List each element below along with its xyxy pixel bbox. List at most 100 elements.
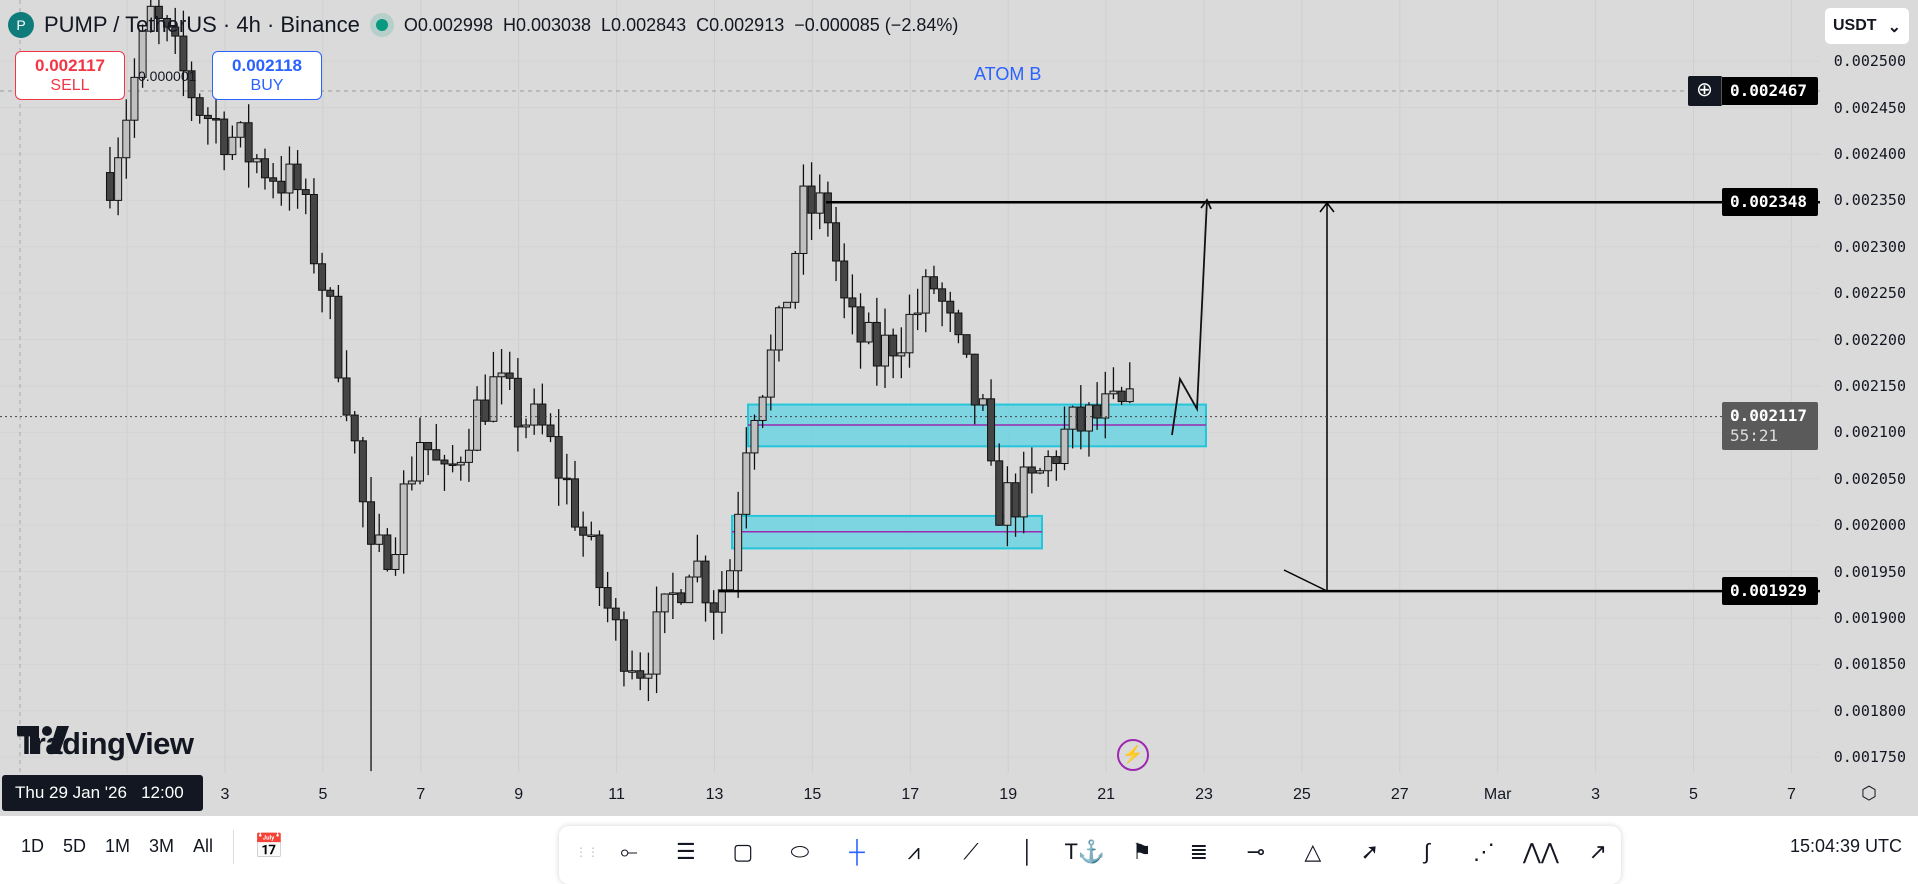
candle-down (1052, 456, 1061, 465)
candle-up (921, 276, 930, 314)
fib-extension-icon[interactable]: ⋰ (1472, 839, 1495, 864)
curve-icon[interactable]: ∫ (1423, 839, 1430, 864)
candle-down (171, 26, 180, 37)
flag-icon[interactable]: ⚑ (1132, 839, 1152, 864)
time-axis[interactable]: Thu 29 Jan '26 12:00 3 5 7 9 11 13 15 17 19 21 23 2… (0, 773, 1820, 816)
candle-up (587, 534, 596, 538)
ellipse-icon[interactable]: ⬭ (790, 839, 810, 864)
range-button-3m[interactable]: 3M (149, 836, 175, 856)
triangle-icon[interactable]: △ (1304, 839, 1322, 864)
candle-down (554, 436, 563, 479)
text-anchor-icon[interactable]: T⚓ (1064, 839, 1106, 864)
tradingview-watermark[interactable]: TradingView (17, 726, 194, 762)
chart-annotation-text[interactable]: ATOM B (974, 64, 1042, 84)
crosshair-time-label: Thu 29 Jan '26 12:00 (2, 775, 203, 811)
arrow-line-icon[interactable]: ➚ (1360, 839, 1380, 864)
candle-down (603, 587, 612, 609)
clock[interactable]: 15:04:39 UTC (1789, 836, 1902, 856)
go-to-date-icon[interactable]: 📅 (254, 833, 284, 860)
currency-select[interactable]: USDT ⌄ (1825, 8, 1909, 44)
price-tick-label: 0.002250 (1833, 284, 1906, 303)
time-tick-label: 21 (1097, 786, 1115, 803)
candle-down (709, 602, 718, 613)
range-button-5d[interactable]: 5D (63, 836, 87, 856)
candle-down (579, 526, 588, 536)
vertical-line-icon[interactable]: │ (1021, 839, 1035, 864)
symbol-title[interactable]: PUMP / TetherUS · 4h · Binance (44, 12, 360, 37)
rectangle-icon[interactable]: ▢ (732, 839, 754, 864)
candle-up (530, 403, 539, 426)
candle-up (791, 252, 800, 303)
candle-down (212, 118, 221, 121)
candle-up (228, 136, 237, 156)
pattern-icon[interactable]: ⋀⋀ (1522, 839, 1559, 864)
current-price: 0.002117 (1730, 406, 1808, 425)
crosshair-price-label: 0.002467 (1722, 77, 1818, 105)
candle-down (1093, 404, 1102, 419)
candle-up (644, 673, 653, 679)
range-button-1m[interactable]: 1M (105, 836, 131, 856)
candle-up (464, 449, 473, 463)
candle-down (872, 321, 881, 367)
buy-button[interactable]: 0.002118 BUY (212, 51, 322, 100)
sell-button[interactable]: 0.002117 SELL (15, 51, 125, 100)
price-tick-label: 0.001800 (1833, 701, 1906, 720)
path-icon[interactable]: ⩘ (907, 839, 921, 864)
spread: 0.000001 (138, 68, 197, 84)
fib-icon[interactable]: ≣ (1189, 839, 1209, 864)
range-button-all[interactable]: All (193, 836, 214, 856)
price-axis[interactable]: 0.002500 0.002450 0.002400 0.002350 0.002300… (1820, 0, 1918, 816)
price-tick-label: 0.002000 (1833, 516, 1906, 535)
arrow-icon[interactable]: ↗ (1588, 839, 1608, 864)
candle-up (1003, 482, 1012, 526)
grip-icon[interactable]: ⋮⋮ (575, 845, 599, 859)
time-tick-label: 7 (416, 786, 426, 803)
time-tick-label: 15 (803, 786, 822, 803)
ray-icon[interactable]: ⟜ (620, 839, 638, 864)
market-status-icon[interactable] (369, 13, 394, 37)
candle-down (1117, 390, 1126, 403)
candle-up (685, 576, 694, 604)
candle-up (978, 398, 987, 406)
lightning-icon[interactable]: ⚡ (1117, 739, 1149, 771)
candle-down (611, 607, 620, 621)
candle-down (154, 5, 163, 19)
price-tick-label: 0.001900 (1833, 609, 1906, 627)
target-arrow (1319, 201, 1335, 591)
candle-up (1101, 393, 1110, 419)
candle-up (391, 553, 400, 570)
ohlc-open: O0.002998 (403, 14, 493, 35)
candlestick-chart[interactable] (0, 0, 1820, 773)
current-price-label: 0.002117 55:21 (1722, 402, 1818, 450)
candle-down (277, 180, 286, 194)
candle-up (774, 307, 783, 351)
candle-up (399, 483, 408, 555)
candle-up (750, 419, 759, 454)
candle-down (538, 403, 547, 426)
time-tick-label: 23 (1195, 786, 1213, 803)
range-button-1d[interactable]: 1D (21, 836, 45, 856)
candle-up (473, 399, 482, 451)
candle-up (1060, 428, 1069, 465)
axis-settings-icon[interactable]: ⬡ (1861, 783, 1877, 803)
candle-up (905, 313, 914, 354)
parallel-channel-icon[interactable]: ☰ (676, 839, 696, 864)
time-tick-label: 9 (514, 786, 524, 803)
candle-up (734, 513, 743, 572)
candle-up (1044, 456, 1053, 472)
ohlc-high: H0.003038 (502, 14, 592, 35)
candle-down (701, 560, 710, 604)
horizontal-ray-icon[interactable]: ⊸ (1246, 839, 1266, 864)
price-tick-label: 0.002300 (1833, 237, 1906, 256)
candle-down (562, 477, 571, 481)
candle-down (424, 442, 433, 451)
add-alert-icon[interactable]: ⊕ (1688, 76, 1722, 106)
crosshair-icon[interactable]: ┼ (849, 839, 865, 864)
candle-up (717, 589, 726, 613)
candle-up (660, 593, 669, 613)
projection-path (1171, 198, 1212, 436)
trend-line-icon[interactable]: ⟋ (963, 839, 979, 864)
chart-pane[interactable]: P PUMP / TetherUS · 4h · Binance O0.0029… (0, 0, 1820, 773)
candle-up (628, 670, 637, 673)
candle-up (407, 480, 416, 485)
